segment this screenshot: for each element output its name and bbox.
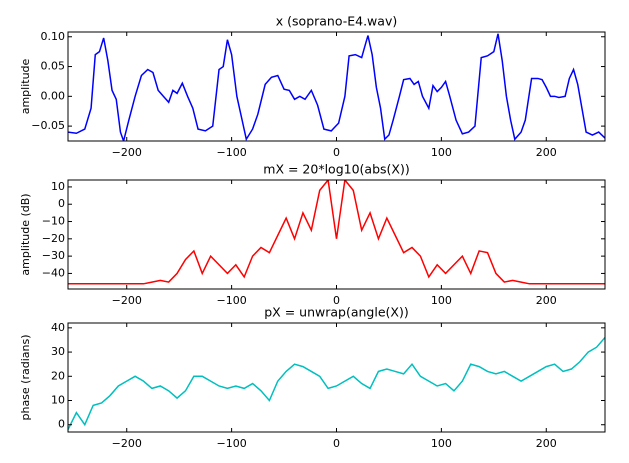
axes-frame — [67, 322, 606, 433]
y-axis-label: amplitude — [19, 58, 32, 114]
line-series — [68, 337, 605, 430]
x-tick-label: −100 — [217, 146, 247, 159]
x-tick-label: −100 — [217, 294, 247, 307]
y-tick-label: 0.00 — [41, 89, 66, 102]
y-tick-label: 10 — [51, 394, 65, 407]
x-tick-label: 200 — [536, 294, 557, 307]
x-tick-label: 200 — [536, 146, 557, 159]
y-tick-label: 10 — [51, 180, 65, 193]
plot-area — [68, 180, 605, 285]
x-tick-label: 0 — [333, 146, 340, 159]
x-tick-label: 100 — [431, 294, 452, 307]
x-tick-label: −200 — [112, 146, 142, 159]
line-series — [68, 33, 605, 141]
y-tick-label: 40 — [51, 321, 65, 334]
chart-title: mX = 20*log10(abs(X)) — [263, 162, 409, 177]
chart-title: x (soprano-E4.wav) — [276, 14, 397, 29]
chart-title: pX = unwrap(angle(X)) — [264, 305, 408, 320]
y-tick-label: −20 — [42, 232, 65, 245]
y-tick-label: −0.05 — [31, 119, 65, 132]
y-tick-label: 30 — [51, 345, 65, 358]
y-tick-label: 0.10 — [41, 30, 66, 43]
plot-area — [68, 33, 605, 141]
line-series — [68, 180, 605, 285]
y-axis-label: phase (radians) — [19, 334, 32, 420]
y-tick-label: −10 — [42, 215, 65, 228]
x-tick-label: 0 — [333, 294, 340, 307]
x-tick-label: −200 — [112, 294, 142, 307]
plot-area — [68, 337, 605, 430]
x-tick-label: 100 — [431, 437, 452, 450]
y-tick-label: 0.05 — [41, 60, 66, 73]
x-tick-label: −200 — [112, 437, 142, 450]
y-tick-label: 0 — [58, 197, 65, 210]
x-tick-label: 200 — [536, 437, 557, 450]
y-tick-label: −40 — [42, 266, 65, 279]
x-tick-label: 0 — [333, 437, 340, 450]
y-tick-label: 20 — [51, 369, 65, 382]
x-tick-label: 100 — [431, 146, 452, 159]
y-axis-label: amplitude (dB) — [19, 193, 32, 275]
y-tick-label: −30 — [42, 249, 65, 262]
x-tick-label: −100 — [217, 437, 247, 450]
y-tick-label: 0 — [58, 418, 65, 431]
